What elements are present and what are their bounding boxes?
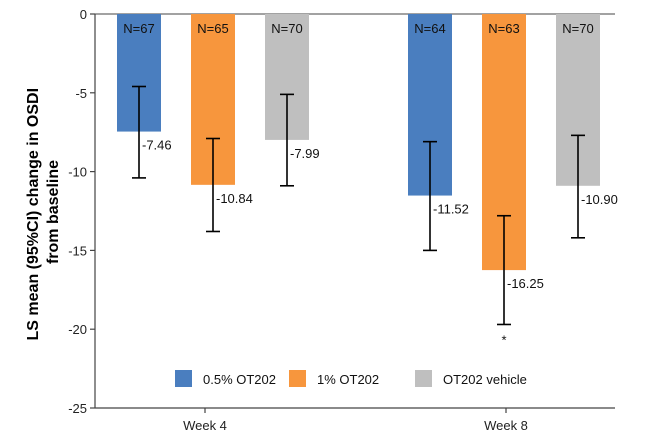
data-label: -16.25 (507, 276, 544, 291)
y-axis-label: LS mean (95%CI) change in OSDI from base… (25, 84, 62, 341)
y-tick-label: -15 (68, 243, 87, 258)
x-axis: Week 4 Week 8 (183, 408, 528, 433)
data-label: -10.84 (216, 191, 253, 206)
y-tick-label: -25 (68, 401, 87, 416)
y-tick-label: -10 (68, 165, 87, 180)
sample-size-label: N=70 (562, 21, 593, 36)
sample-size-label: N=70 (271, 21, 302, 36)
x-tick-label: Week 4 (183, 418, 227, 433)
legend-swatch (415, 370, 432, 387)
legend-label: OT202 vehicle (443, 372, 527, 387)
legend-label: 1% OT202 (317, 372, 379, 387)
y-tick-label: -20 (68, 322, 87, 337)
sample-size-label: N=65 (197, 21, 228, 36)
y-axis-label-line-1: LS mean (95%CI) change in OSDI (25, 88, 42, 341)
data-label: -7.46 (142, 138, 172, 153)
sample-size-label: N=67 (123, 21, 154, 36)
data-label: -10.90 (581, 192, 618, 207)
sample-size-label: N=63 (488, 21, 519, 36)
x-tick-label: Week 8 (484, 418, 528, 433)
legend-swatch (289, 370, 306, 387)
data-label: -7.99 (290, 146, 320, 161)
plot-area: N=67 -7.46 N=64 -11.52 N=65 -10.84 N=63 -16.25 *… (117, 14, 618, 347)
y-axis-label-line-2: from baseline (45, 160, 62, 264)
significance-marker: * (501, 332, 506, 347)
y-tick-label: -5 (75, 86, 87, 101)
legend: 0.5% OT202 1% OT202 OT202 vehicle (175, 370, 527, 387)
y-tick-label: 0 (80, 7, 87, 22)
legend-swatch (175, 370, 192, 387)
legend-label: 0.5% OT202 (203, 372, 276, 387)
y-axis: 0 -5 -10 -15 -20 -25 (68, 7, 615, 416)
data-label: -11.52 (433, 202, 469, 217)
sample-size-label: N=64 (414, 21, 445, 36)
